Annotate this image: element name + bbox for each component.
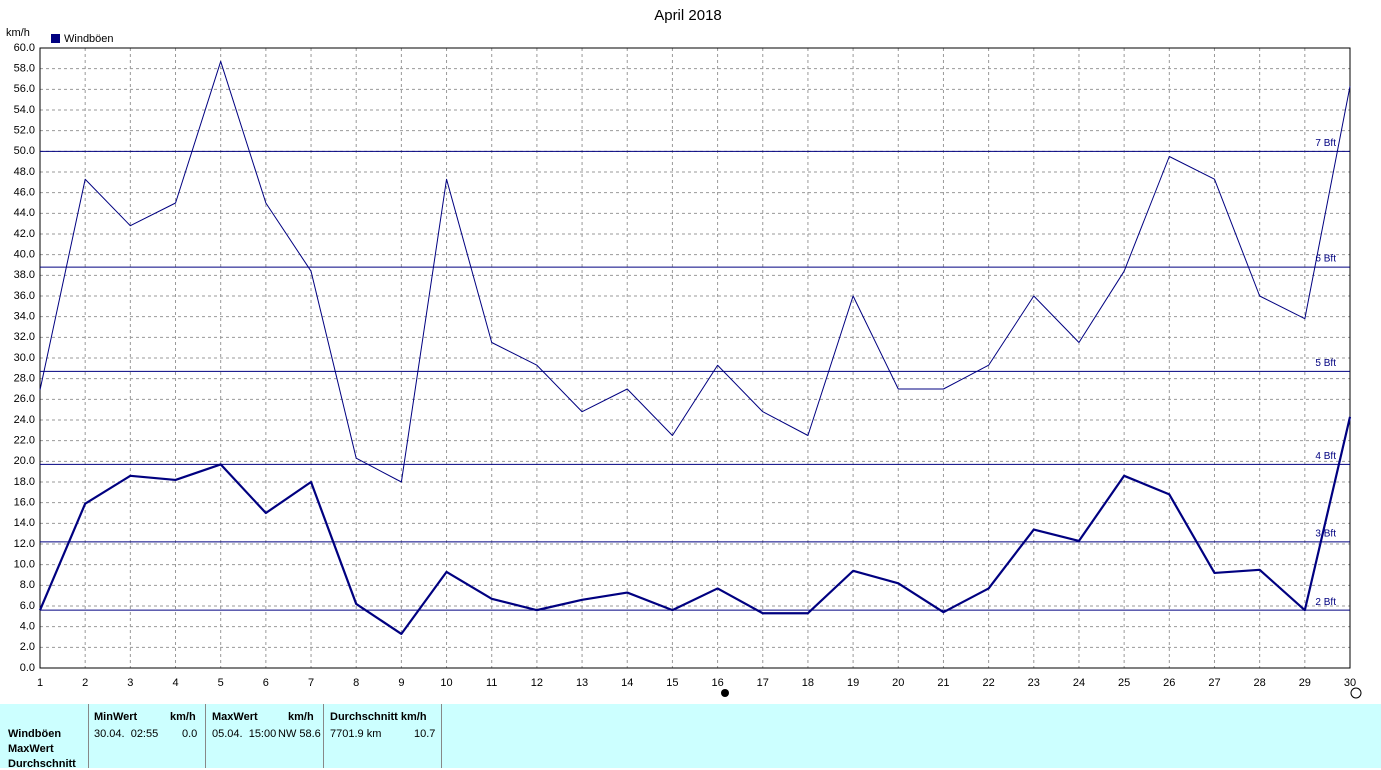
x-tick-label: 21 <box>937 677 949 689</box>
y-tick-label: 28.0 <box>14 373 35 385</box>
y-tick-label: 36.0 <box>14 290 35 302</box>
x-tick-label: 10 <box>440 677 452 689</box>
reference-label: 5 Bft <box>1315 358 1336 369</box>
y-tick-label: 46.0 <box>14 187 35 199</box>
y-tick-label: 50.0 <box>14 145 35 157</box>
x-tick-label: 23 <box>1028 677 1040 689</box>
chart: April 2018 km/h Windböen 0.0 2.0 4.0 6.0 8.0… <box>6 7 1362 699</box>
x-tick-label: 22 <box>982 677 994 689</box>
reference-label: 6 Bft <box>1315 254 1336 265</box>
y-tick-label: 22.0 <box>14 435 35 447</box>
x-tick-label: 30 <box>1344 677 1356 689</box>
x-tick-label: 4 <box>172 677 178 689</box>
reference-label: 2 Bft <box>1315 597 1336 608</box>
y-tick-label: 58.0 <box>14 63 35 75</box>
marker-circle <box>1350 687 1362 699</box>
x-tick-label: 12 <box>531 677 543 689</box>
x-tick-label: 8 <box>353 677 359 689</box>
y-tick-label: 32.0 <box>14 331 35 343</box>
y-tick-label: 20.0 <box>14 455 35 467</box>
x-tick-label: 2 <box>82 677 88 689</box>
y-tick-label: 6.0 <box>20 600 35 612</box>
col-header: Durchschnitt km/h <box>330 711 427 723</box>
x-tick-label: 7 <box>308 677 314 689</box>
separator <box>323 704 324 768</box>
series-line <box>39 60 1351 483</box>
legend-swatch <box>51 34 60 43</box>
y-tick-label: 8.0 <box>20 579 35 591</box>
x-tick-label: 20 <box>892 677 904 689</box>
y-tick-label: 44.0 <box>14 207 35 219</box>
y-axis-label: km/h <box>6 27 30 39</box>
x-tick-label: 29 <box>1299 677 1311 689</box>
y-tick-label: 54.0 <box>14 104 35 116</box>
x-tick-label: 9 <box>398 677 404 689</box>
x-tick-label: 15 <box>666 677 678 689</box>
series-line <box>38 416 1352 636</box>
marker-dot <box>721 689 729 697</box>
x-tick-label: 14 <box>621 677 633 689</box>
reference-label: 3 Bft <box>1315 529 1336 540</box>
summary-table: Windböen MaxWert Durchschnitt MinWert km… <box>0 704 1381 770</box>
y-tick-label: 30.0 <box>14 352 35 364</box>
x-tick-label: 19 <box>847 677 859 689</box>
x-tick-label: 3 <box>127 677 133 689</box>
y-tick-label: 14.0 <box>14 517 35 529</box>
col-header: MaxWert <box>212 711 258 723</box>
x-tick-label: 17 <box>757 677 769 689</box>
y-tick-label: 34.0 <box>14 311 35 323</box>
y-tick-label: 10.0 <box>14 559 35 571</box>
cell: 7701.9 km <box>330 728 382 740</box>
y-tick-label: 0.0 <box>20 662 35 674</box>
cell: NW 58.6 <box>278 728 321 740</box>
y-tick-label: 40.0 <box>14 249 35 261</box>
x-tick-label: 27 <box>1208 677 1220 689</box>
cell: 0.0 <box>182 728 198 740</box>
x-tick-label: 24 <box>1073 677 1085 689</box>
col-unit: km/h <box>170 711 196 723</box>
reference-label: 7 Bft <box>1315 138 1336 149</box>
cell: 10.7 <box>414 728 436 740</box>
x-tick-label: 1 <box>37 677 43 689</box>
legend-label: Windböen <box>64 33 114 45</box>
separator <box>205 704 206 768</box>
row-label: Durchschnitt <box>8 758 76 770</box>
x-tick-label: 18 <box>802 677 814 689</box>
y-tick-label: 18.0 <box>14 476 35 488</box>
x-tick-label: 28 <box>1254 677 1266 689</box>
separator <box>441 704 442 768</box>
cell: 30.04. 02:55 <box>94 728 159 740</box>
y-tick-label: 16.0 <box>14 497 35 509</box>
y-tick-label: 60.0 <box>14 42 35 54</box>
separator <box>88 704 89 768</box>
y-tick-label: 26.0 <box>14 393 35 405</box>
y-tick-label: 48.0 <box>14 166 35 178</box>
y-tick-label: 52.0 <box>14 125 35 137</box>
x-tick-label: 11 <box>486 677 497 689</box>
x-tick-label: 5 <box>218 677 224 689</box>
row-label: MaxWert <box>8 743 54 755</box>
col-unit: km/h <box>288 711 314 723</box>
x-tick-label: 6 <box>263 677 269 689</box>
plot-frame <box>39 47 1351 669</box>
x-tick-label: 25 <box>1118 677 1130 689</box>
x-tick-label: 13 <box>576 677 588 689</box>
y-tick-label: 4.0 <box>20 621 35 633</box>
y-tick-label: 38.0 <box>14 269 35 281</box>
cell: 05.04. 15:00 <box>212 728 277 740</box>
x-tick-label: 16 <box>711 677 723 689</box>
y-tick-label: 24.0 <box>14 414 35 426</box>
reference-label: 4 Bft <box>1315 451 1336 462</box>
y-tick-label: 42.0 <box>14 228 35 240</box>
y-tick-label: 12.0 <box>14 538 35 550</box>
y-tick-label: 2.0 <box>20 641 35 653</box>
row-label: Windböen <box>8 728 62 740</box>
x-tick-label: 26 <box>1163 677 1175 689</box>
chart-title: April 2018 <box>654 7 722 24</box>
col-header: MinWert <box>94 711 138 723</box>
y-tick-label: 56.0 <box>14 83 35 95</box>
